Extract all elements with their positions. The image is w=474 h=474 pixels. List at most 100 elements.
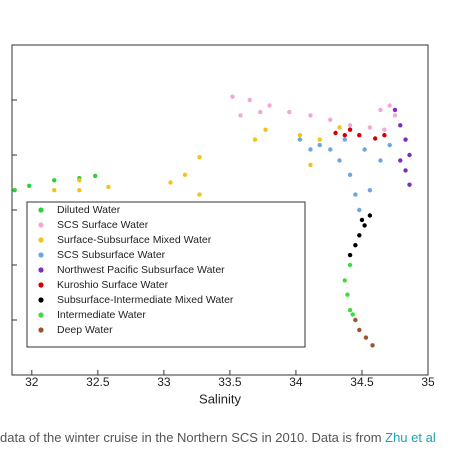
data-point xyxy=(308,162,313,168)
data-point xyxy=(12,188,17,193)
data-point xyxy=(350,312,355,317)
legend-marker xyxy=(38,267,44,273)
data-point xyxy=(367,188,373,193)
data-point xyxy=(263,127,268,132)
data-point xyxy=(407,152,412,158)
data-point xyxy=(403,137,408,142)
data-point xyxy=(238,113,243,118)
data-point xyxy=(52,178,57,183)
x-tick-label: 34.5 xyxy=(350,375,374,389)
data-point xyxy=(347,127,353,132)
data-point xyxy=(357,133,362,138)
x-tick-label: 35 xyxy=(421,375,435,389)
x-tick-label: 33.5 xyxy=(218,375,242,389)
data-point xyxy=(342,278,347,283)
x-tick-label: 32 xyxy=(25,375,39,389)
legend-label: Surface-Subsurface Mixed Water xyxy=(57,234,212,246)
data-point xyxy=(362,223,367,228)
data-point xyxy=(317,137,322,142)
data-point xyxy=(398,123,403,128)
data-point xyxy=(345,292,350,297)
data-point xyxy=(378,107,383,113)
data-point xyxy=(372,136,378,141)
data-point xyxy=(353,243,358,248)
data-point xyxy=(387,103,392,108)
legend-marker xyxy=(38,207,44,213)
data-point xyxy=(347,123,353,128)
data-point xyxy=(392,107,398,113)
legend-label: Deep Water xyxy=(57,324,113,336)
chart: Salinity 32 32.5 33 33.5 34 34.5 35 Diluted Wat… xyxy=(11,44,435,406)
data-point xyxy=(398,158,403,163)
data-point xyxy=(382,127,387,132)
data-point xyxy=(337,125,342,130)
x-tick-label: 32.5 xyxy=(86,375,110,389)
legend-label: Subsurface-Intermediate Mixed Water xyxy=(57,294,234,306)
data-point xyxy=(258,109,263,115)
caption: data of the winter cruise in the Norther… xyxy=(0,430,474,445)
data-point xyxy=(347,307,353,313)
legend-marker xyxy=(38,237,44,243)
data-point xyxy=(317,142,322,148)
legend-label: Kuroshio Surface Water xyxy=(57,279,169,291)
data-point xyxy=(347,172,353,177)
data-point xyxy=(297,137,303,142)
legend-marker xyxy=(38,327,44,333)
data-point xyxy=(353,317,358,323)
data-point xyxy=(337,158,342,163)
data-point xyxy=(359,217,365,223)
data-point xyxy=(247,97,252,103)
data-point xyxy=(77,178,82,183)
legend-marker xyxy=(38,222,44,228)
data-point xyxy=(363,335,369,340)
data-point xyxy=(387,142,392,148)
data-point xyxy=(168,180,173,185)
data-point xyxy=(106,184,111,190)
legend-label: Northwest Pacific Subsurface Water xyxy=(57,264,225,276)
caption-link[interactable]: Zhu et al xyxy=(385,430,436,445)
data-point xyxy=(353,192,358,197)
data-point xyxy=(392,113,398,118)
data-point xyxy=(328,117,333,123)
data-point xyxy=(52,188,57,193)
data-point xyxy=(382,133,387,138)
data-point xyxy=(328,147,333,152)
data-point xyxy=(370,343,375,348)
x-tick-label: 33 xyxy=(157,375,171,389)
data-point xyxy=(230,94,235,99)
data-point xyxy=(308,147,313,152)
data-point xyxy=(26,183,32,188)
data-point xyxy=(357,233,362,238)
x-tick-label: 34 xyxy=(289,375,303,389)
caption-text: data of the winter cruise in the Norther… xyxy=(0,430,386,445)
data-point xyxy=(182,172,188,177)
data-point xyxy=(297,133,303,138)
data-point xyxy=(308,113,313,118)
legend-marker xyxy=(38,297,44,303)
data-point xyxy=(93,173,98,179)
data-point xyxy=(333,130,338,136)
legend-label: SCS Surface Water xyxy=(57,219,149,231)
data-point xyxy=(342,133,347,138)
legend-marker xyxy=(38,252,44,258)
legend-box xyxy=(26,201,306,348)
data-point xyxy=(197,155,202,160)
legend-label: SCS Subsurface Water xyxy=(57,249,166,261)
data-point xyxy=(367,125,373,130)
data-point xyxy=(407,182,412,187)
data-point xyxy=(362,147,367,152)
legend-label: Intermediate Water xyxy=(57,309,146,321)
x-axis-label: Salinity xyxy=(199,391,241,406)
data-point xyxy=(267,103,272,108)
data-point xyxy=(367,213,373,218)
data-point xyxy=(252,137,258,142)
data-point xyxy=(378,158,383,163)
data-point xyxy=(347,252,353,258)
legend-marker xyxy=(38,312,44,318)
data-point xyxy=(287,109,292,115)
data-point xyxy=(357,207,362,213)
data-point xyxy=(403,168,408,173)
data-point xyxy=(197,192,202,197)
legend-marker xyxy=(38,282,44,288)
